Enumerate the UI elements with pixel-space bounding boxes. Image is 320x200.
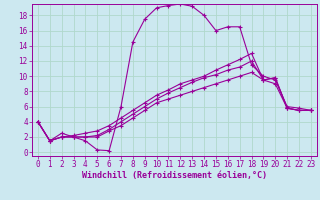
- X-axis label: Windchill (Refroidissement éolien,°C): Windchill (Refroidissement éolien,°C): [82, 171, 267, 180]
